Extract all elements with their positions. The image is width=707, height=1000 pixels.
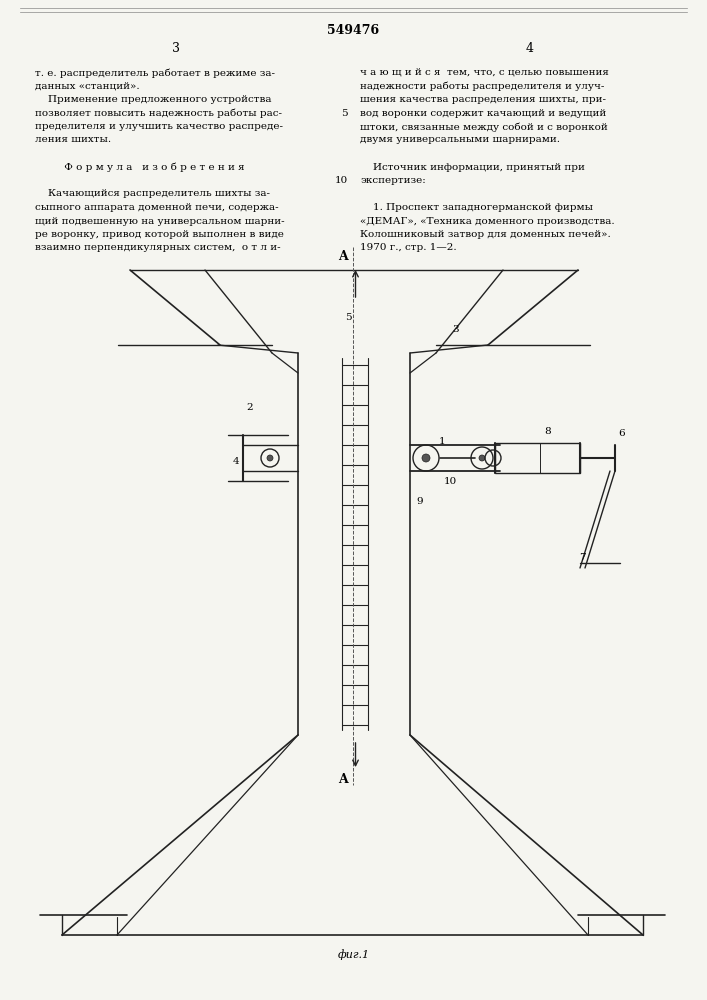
Text: штоки, связанные между собой и с воронкой: штоки, связанные между собой и с воронко…: [360, 122, 608, 131]
Text: Применение предложенного устройства: Применение предложенного устройства: [35, 95, 271, 104]
Text: двумя универсальными шарнирами.: двумя универсальными шарнирами.: [360, 135, 560, 144]
Text: ч а ю щ и й с я  тем, что, с целью повышения: ч а ю щ и й с я тем, что, с целью повыше…: [360, 68, 609, 77]
Text: экспертизе:: экспертизе:: [360, 176, 426, 185]
Text: 2: 2: [247, 403, 253, 412]
Text: A: A: [338, 773, 347, 786]
Text: «ДЕМАГ», «Техника доменного производства.: «ДЕМАГ», «Техника доменного производства…: [360, 217, 614, 226]
Text: ре воронку, привод которой выполнен в виде: ре воронку, привод которой выполнен в ви…: [35, 230, 284, 239]
Text: 3: 3: [172, 41, 180, 54]
Text: Качающийся распределитель шихты за-: Качающийся распределитель шихты за-: [35, 190, 270, 198]
Text: 4: 4: [233, 456, 239, 466]
Text: т. е. распределитель работает в режиме за-: т. е. распределитель работает в режиме з…: [35, 68, 275, 78]
Text: Ф о р м у л а   и з о б р е т е н и я: Ф о р м у л а и з о б р е т е н и я: [35, 162, 245, 172]
Text: пределителя и улучшить качество распреде-: пределителя и улучшить качество распреде…: [35, 122, 283, 131]
Text: 4: 4: [526, 41, 534, 54]
Text: сыпного аппарата доменной печи, содержа-: сыпного аппарата доменной печи, содержа-: [35, 203, 279, 212]
Text: Колошниковый затвор для доменных печей».: Колошниковый затвор для доменных печей».: [360, 230, 611, 239]
Text: фиг.1: фиг.1: [337, 950, 370, 960]
Circle shape: [479, 455, 485, 461]
Text: шения качества распределения шихты, при-: шения качества распределения шихты, при-: [360, 95, 606, 104]
Text: 1970 г., стр. 1—2.: 1970 г., стр. 1—2.: [360, 243, 457, 252]
Text: 549476: 549476: [327, 23, 379, 36]
Circle shape: [267, 455, 273, 461]
Text: ления шихты.: ления шихты.: [35, 135, 111, 144]
Text: 9: 9: [416, 496, 423, 506]
Text: щий подвешенную на универсальном шарни-: щий подвешенную на универсальном шарни-: [35, 217, 285, 226]
Text: 10: 10: [443, 477, 457, 486]
Text: позволяет повысить надежность работы рас-: позволяет повысить надежность работы рас…: [35, 108, 282, 118]
Text: 1: 1: [438, 436, 445, 446]
Text: 1. Проспект западногерманской фирмы: 1. Проспект западногерманской фирмы: [360, 203, 593, 212]
Text: вод воронки содержит качающий и ведущий: вод воронки содержит качающий и ведущий: [360, 108, 606, 117]
Text: 5: 5: [345, 312, 351, 322]
Circle shape: [422, 454, 430, 462]
Text: 3: 3: [452, 326, 460, 334]
Text: надежности работы распределителя и улуч-: надежности работы распределителя и улуч-: [360, 82, 604, 91]
Text: Источник информации, принятый при: Источник информации, принятый при: [360, 162, 585, 172]
Text: взаимно перпендикулярных систем,  о т л и-: взаимно перпендикулярных систем, о т л и…: [35, 243, 281, 252]
Text: 7: 7: [579, 554, 585, 562]
Text: 10: 10: [334, 176, 348, 185]
Text: 5: 5: [341, 108, 348, 117]
Text: A: A: [338, 250, 347, 263]
Bar: [495, 443, 580, 473]
Text: данных «станций».: данных «станций».: [35, 82, 139, 91]
Text: 6: 6: [619, 428, 625, 438]
Text: 8: 8: [544, 426, 551, 436]
